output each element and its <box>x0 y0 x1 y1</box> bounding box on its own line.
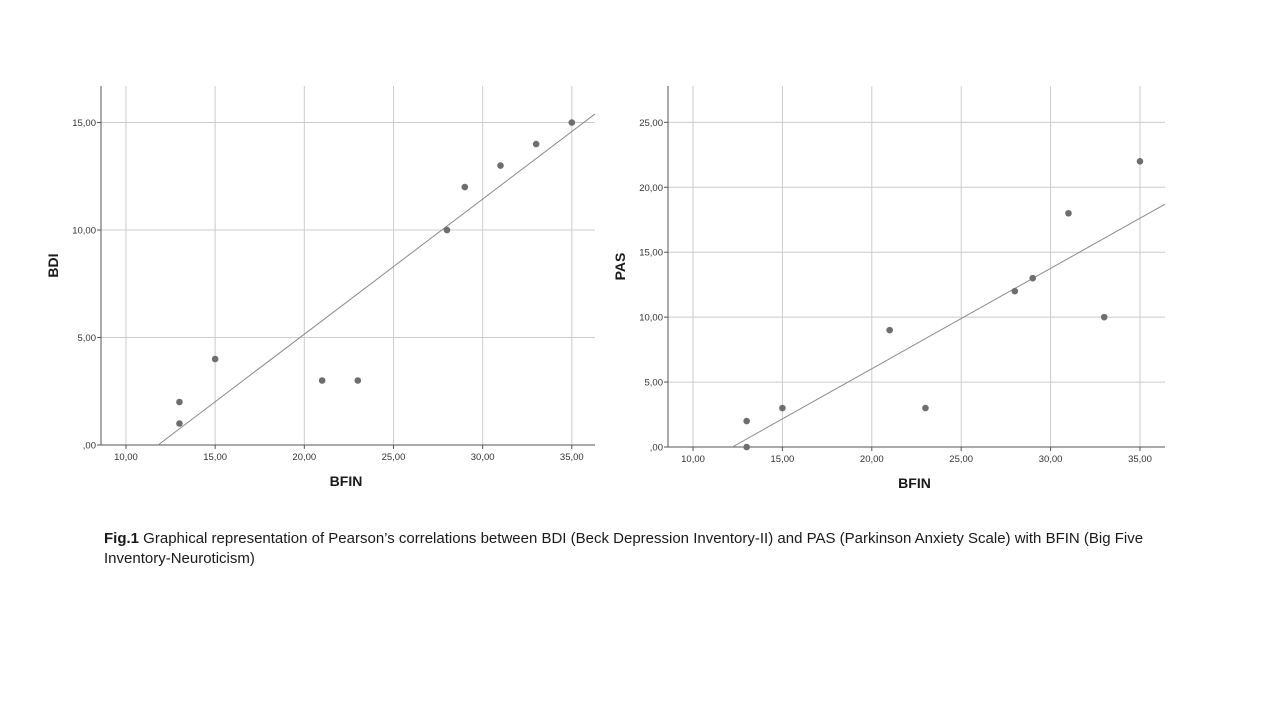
pas-x-tick-label: 10,00 <box>681 454 705 465</box>
pas-y-tick-label: 20,00 <box>639 183 663 194</box>
bdi-data-point <box>532 140 540 148</box>
bdi-data-point <box>497 162 504 169</box>
bdi-data-point <box>443 226 451 234</box>
pas-fit-line <box>732 203 1166 448</box>
bdi-x-tick-label: 10,00 <box>114 452 138 463</box>
pas-data-point <box>922 404 929 412</box>
pas-x-tick-label: 35,00 <box>1128 454 1152 465</box>
pas-data-point <box>779 404 786 412</box>
bdi-data-point <box>211 355 219 363</box>
bdi-fit-line <box>157 113 596 446</box>
pas-y-tick-label: 25,00 <box>639 118 663 129</box>
bdi-data-point <box>318 377 326 384</box>
pas-data-point <box>1100 313 1108 321</box>
bdi-y-tick-label: 10,00 <box>72 226 96 237</box>
caption-label: Fig.1 <box>104 530 140 547</box>
bdi-data-point <box>354 377 362 384</box>
pas-y-tick-label: 10,00 <box>639 313 663 324</box>
pas-data-point <box>743 443 750 451</box>
bdi-x-tick-label: 20,00 <box>292 452 316 463</box>
pas-data-point <box>1029 274 1037 282</box>
bdi-data-point <box>176 420 183 427</box>
pas-y-axis-title: PAS <box>612 253 628 281</box>
bdi-y-tick-label: ,00 <box>83 441 96 452</box>
bdi-data-point <box>461 183 469 191</box>
pas-x-tick-label: 20,00 <box>860 454 884 465</box>
pas-data-point <box>1011 287 1019 295</box>
pas-x-tick-label: 15,00 <box>771 454 795 465</box>
bdi-x-tick-label: 30,00 <box>471 452 495 463</box>
bdi-data-point <box>176 398 183 406</box>
bdi-data-point <box>568 119 576 126</box>
bdi-y-tick-label: 15,00 <box>72 118 96 129</box>
pas-x-tick-label: 30,00 <box>1039 454 1063 465</box>
pas-x-axis-title: BFIN <box>898 475 931 491</box>
bdi-x-tick-label: 15,00 <box>203 452 227 463</box>
pas-data-point <box>1065 209 1072 217</box>
caption-text: Graphical representation of Pearson’s co… <box>104 530 1144 567</box>
pas-y-tick-label: ,00 <box>650 443 663 454</box>
figure-caption: Fig.1 Graphical representation of Pearso… <box>104 529 1184 569</box>
bdi-x-tick-label: 25,00 <box>382 452 406 463</box>
bdi-x-axis-title: BFIN <box>330 473 363 489</box>
bdi-x-tick-label: 35,00 <box>560 452 584 463</box>
bdi-y-axis-title: BDI <box>45 253 61 277</box>
pas-y-tick-label: 15,00 <box>639 248 663 259</box>
pas-x-tick-label: 25,00 <box>949 454 973 465</box>
pas-data-point <box>886 326 893 334</box>
bdi-y-tick-label: 5,00 <box>78 333 97 344</box>
pas-y-tick-label: 5,00 <box>645 378 664 389</box>
pas-data-point <box>1136 158 1144 165</box>
pas-data-point <box>743 417 750 425</box>
